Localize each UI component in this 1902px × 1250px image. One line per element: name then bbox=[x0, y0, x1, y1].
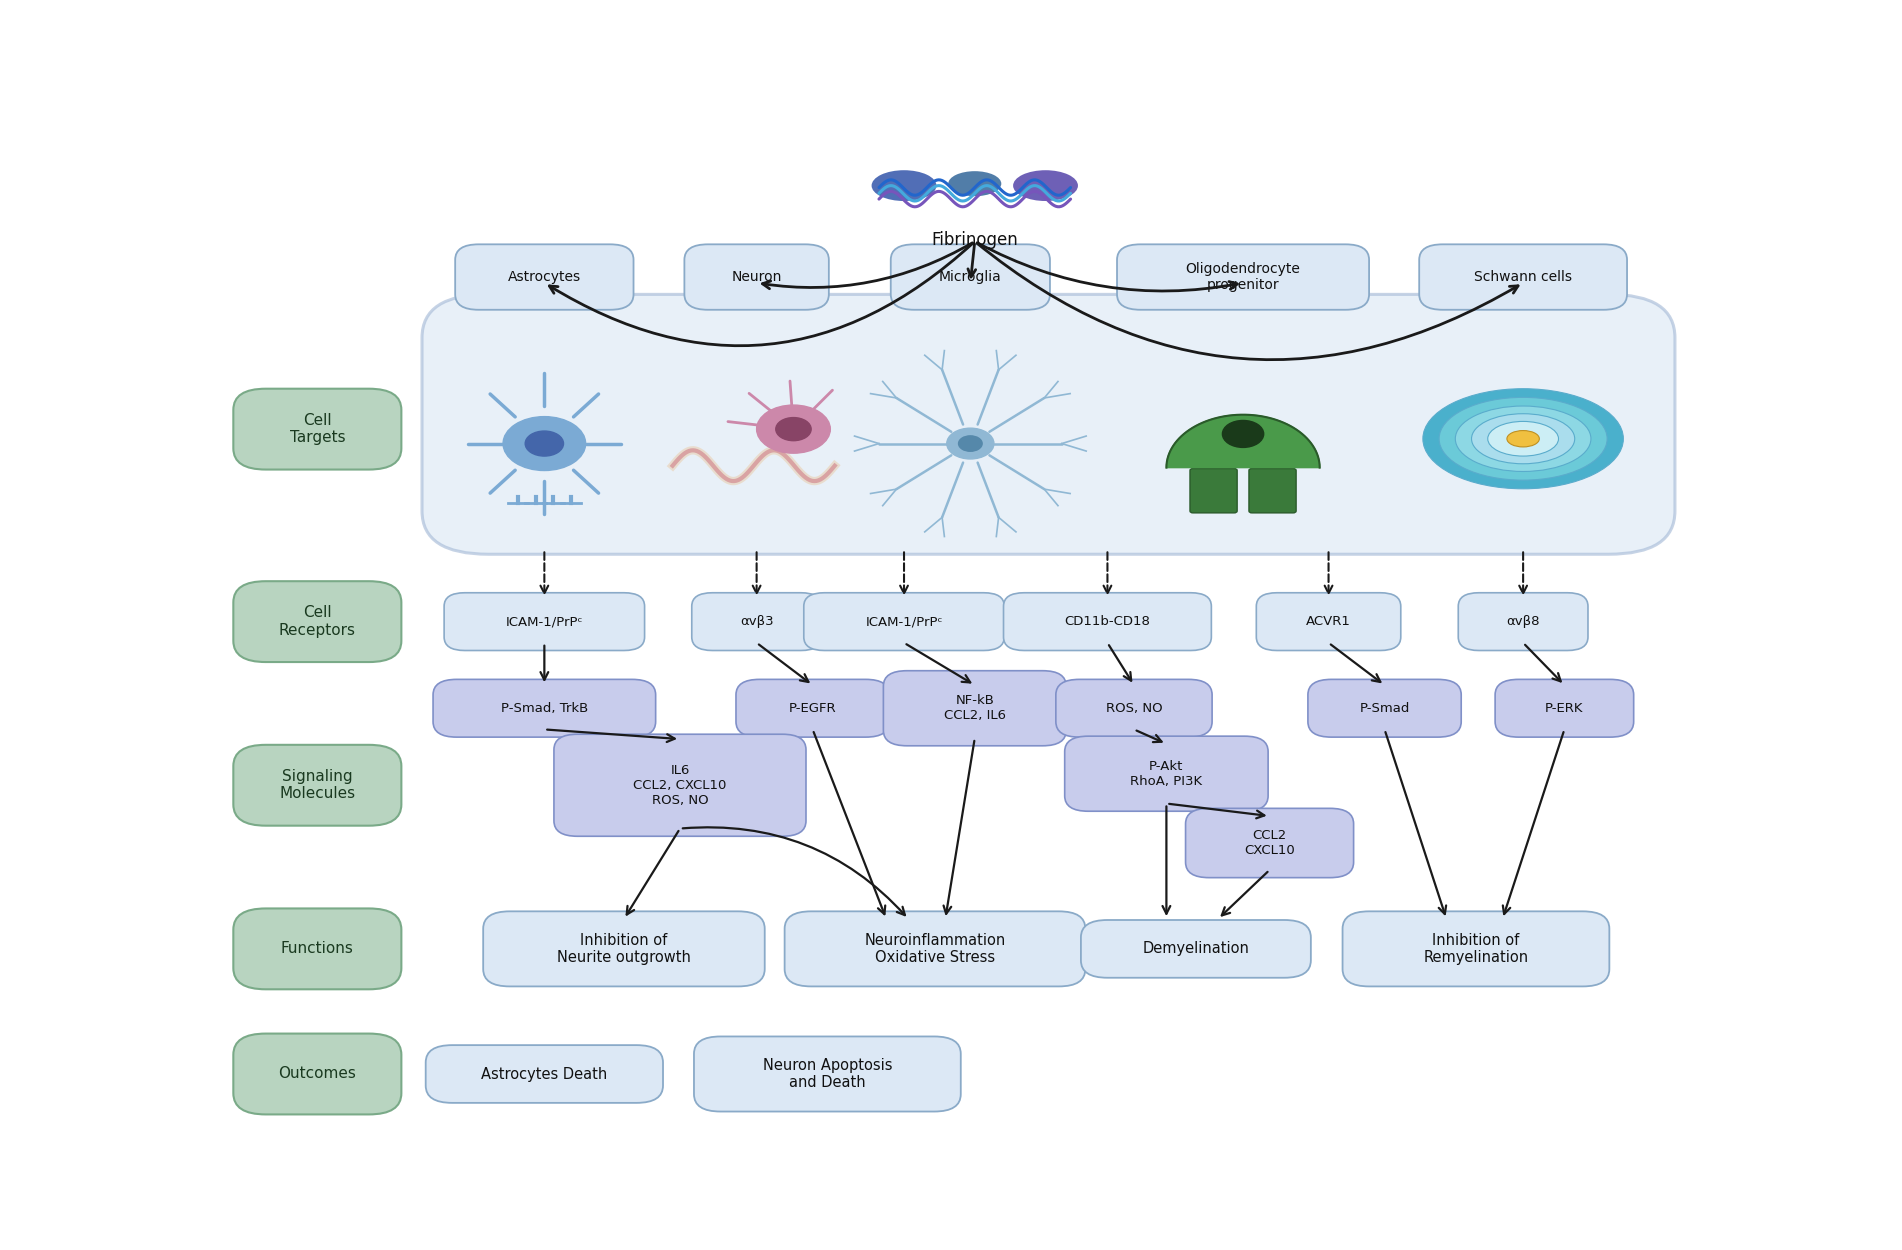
Text: αvβ3: αvβ3 bbox=[740, 615, 774, 628]
FancyBboxPatch shape bbox=[1257, 592, 1400, 650]
Circle shape bbox=[525, 431, 563, 456]
FancyBboxPatch shape bbox=[553, 734, 806, 836]
Polygon shape bbox=[1166, 415, 1320, 468]
Text: Microglia: Microglia bbox=[940, 270, 1002, 284]
FancyBboxPatch shape bbox=[786, 911, 1086, 986]
Text: Demyelination: Demyelination bbox=[1143, 941, 1250, 956]
FancyBboxPatch shape bbox=[1185, 809, 1354, 877]
FancyBboxPatch shape bbox=[234, 389, 401, 470]
Ellipse shape bbox=[1506, 430, 1539, 447]
Text: Schwann cells: Schwann cells bbox=[1474, 270, 1573, 284]
Text: Inhibition of
Remyelination: Inhibition of Remyelination bbox=[1423, 932, 1529, 965]
FancyBboxPatch shape bbox=[883, 671, 1067, 746]
Text: P-ERK: P-ERK bbox=[1544, 701, 1584, 715]
Ellipse shape bbox=[1472, 414, 1575, 464]
Text: Fibrinogen: Fibrinogen bbox=[932, 230, 1018, 249]
Text: P-Smad: P-Smad bbox=[1360, 701, 1409, 715]
Ellipse shape bbox=[949, 171, 1000, 196]
Text: ROS, NO: ROS, NO bbox=[1105, 701, 1162, 715]
FancyBboxPatch shape bbox=[434, 680, 656, 737]
FancyBboxPatch shape bbox=[685, 244, 829, 310]
Text: Neuron: Neuron bbox=[732, 270, 782, 284]
FancyBboxPatch shape bbox=[694, 1036, 961, 1111]
Text: Oligodendrocyte
progenitor: Oligodendrocyte progenitor bbox=[1185, 262, 1301, 292]
Ellipse shape bbox=[1423, 389, 1622, 489]
Text: Neuroinflammation
Oxidative Stress: Neuroinflammation Oxidative Stress bbox=[864, 932, 1006, 965]
FancyBboxPatch shape bbox=[234, 1034, 401, 1115]
Text: IL6
CCL2, CXCL10
ROS, NO: IL6 CCL2, CXCL10 ROS, NO bbox=[633, 764, 727, 806]
Ellipse shape bbox=[1014, 170, 1078, 201]
Text: ICAM-1/PrPᶜ: ICAM-1/PrPᶜ bbox=[506, 615, 584, 628]
FancyBboxPatch shape bbox=[692, 592, 822, 650]
FancyBboxPatch shape bbox=[890, 244, 1050, 310]
Text: P-Akt
RhoA, PI3K: P-Akt RhoA, PI3K bbox=[1130, 760, 1202, 788]
Circle shape bbox=[959, 436, 981, 451]
Text: Cell
Targets: Cell Targets bbox=[289, 412, 344, 445]
Ellipse shape bbox=[1455, 406, 1590, 471]
FancyBboxPatch shape bbox=[234, 909, 401, 989]
Text: Signaling
Molecules: Signaling Molecules bbox=[280, 769, 356, 801]
Text: Cell
Receptors: Cell Receptors bbox=[280, 605, 356, 638]
FancyBboxPatch shape bbox=[1191, 469, 1236, 512]
Text: αvβ8: αvβ8 bbox=[1506, 615, 1541, 628]
FancyBboxPatch shape bbox=[1309, 680, 1461, 737]
Text: Neuron Apoptosis
and Death: Neuron Apoptosis and Death bbox=[763, 1058, 892, 1090]
FancyBboxPatch shape bbox=[1004, 592, 1212, 650]
FancyBboxPatch shape bbox=[1459, 592, 1588, 650]
Text: CCL2
CXCL10: CCL2 CXCL10 bbox=[1244, 829, 1295, 858]
Text: ACVR1: ACVR1 bbox=[1307, 615, 1350, 628]
Text: Astrocytes: Astrocytes bbox=[508, 270, 580, 284]
FancyBboxPatch shape bbox=[1419, 244, 1626, 310]
FancyBboxPatch shape bbox=[1343, 911, 1609, 986]
FancyBboxPatch shape bbox=[422, 294, 1676, 554]
Circle shape bbox=[1223, 420, 1263, 447]
FancyBboxPatch shape bbox=[234, 581, 401, 662]
FancyBboxPatch shape bbox=[1250, 469, 1295, 512]
Ellipse shape bbox=[871, 170, 936, 201]
Text: Astrocytes Death: Astrocytes Death bbox=[481, 1066, 607, 1081]
Text: ICAM-1/PrPᶜ: ICAM-1/PrPᶜ bbox=[865, 615, 943, 628]
FancyBboxPatch shape bbox=[1080, 920, 1310, 978]
Circle shape bbox=[757, 405, 831, 454]
Text: Functions: Functions bbox=[281, 941, 354, 956]
FancyBboxPatch shape bbox=[1065, 736, 1269, 811]
FancyBboxPatch shape bbox=[234, 745, 401, 826]
Circle shape bbox=[947, 429, 995, 459]
Ellipse shape bbox=[1487, 421, 1558, 456]
FancyBboxPatch shape bbox=[736, 680, 890, 737]
FancyBboxPatch shape bbox=[1116, 244, 1369, 310]
Text: CD11b-CD18: CD11b-CD18 bbox=[1065, 615, 1151, 628]
FancyBboxPatch shape bbox=[455, 244, 633, 310]
FancyBboxPatch shape bbox=[805, 592, 1004, 650]
Text: Outcomes: Outcomes bbox=[278, 1066, 356, 1081]
FancyBboxPatch shape bbox=[1056, 680, 1212, 737]
Circle shape bbox=[776, 418, 810, 441]
FancyBboxPatch shape bbox=[1495, 680, 1634, 737]
Text: P-Smad, TrkB: P-Smad, TrkB bbox=[500, 701, 588, 715]
Text: P-EGFR: P-EGFR bbox=[789, 701, 837, 715]
Ellipse shape bbox=[1440, 398, 1607, 480]
Circle shape bbox=[502, 416, 586, 470]
FancyBboxPatch shape bbox=[443, 592, 645, 650]
Text: NF-kB
CCL2, IL6: NF-kB CCL2, IL6 bbox=[943, 694, 1006, 722]
FancyBboxPatch shape bbox=[483, 911, 765, 986]
Text: Inhibition of
Neurite outgrowth: Inhibition of Neurite outgrowth bbox=[557, 932, 690, 965]
FancyBboxPatch shape bbox=[426, 1045, 664, 1102]
